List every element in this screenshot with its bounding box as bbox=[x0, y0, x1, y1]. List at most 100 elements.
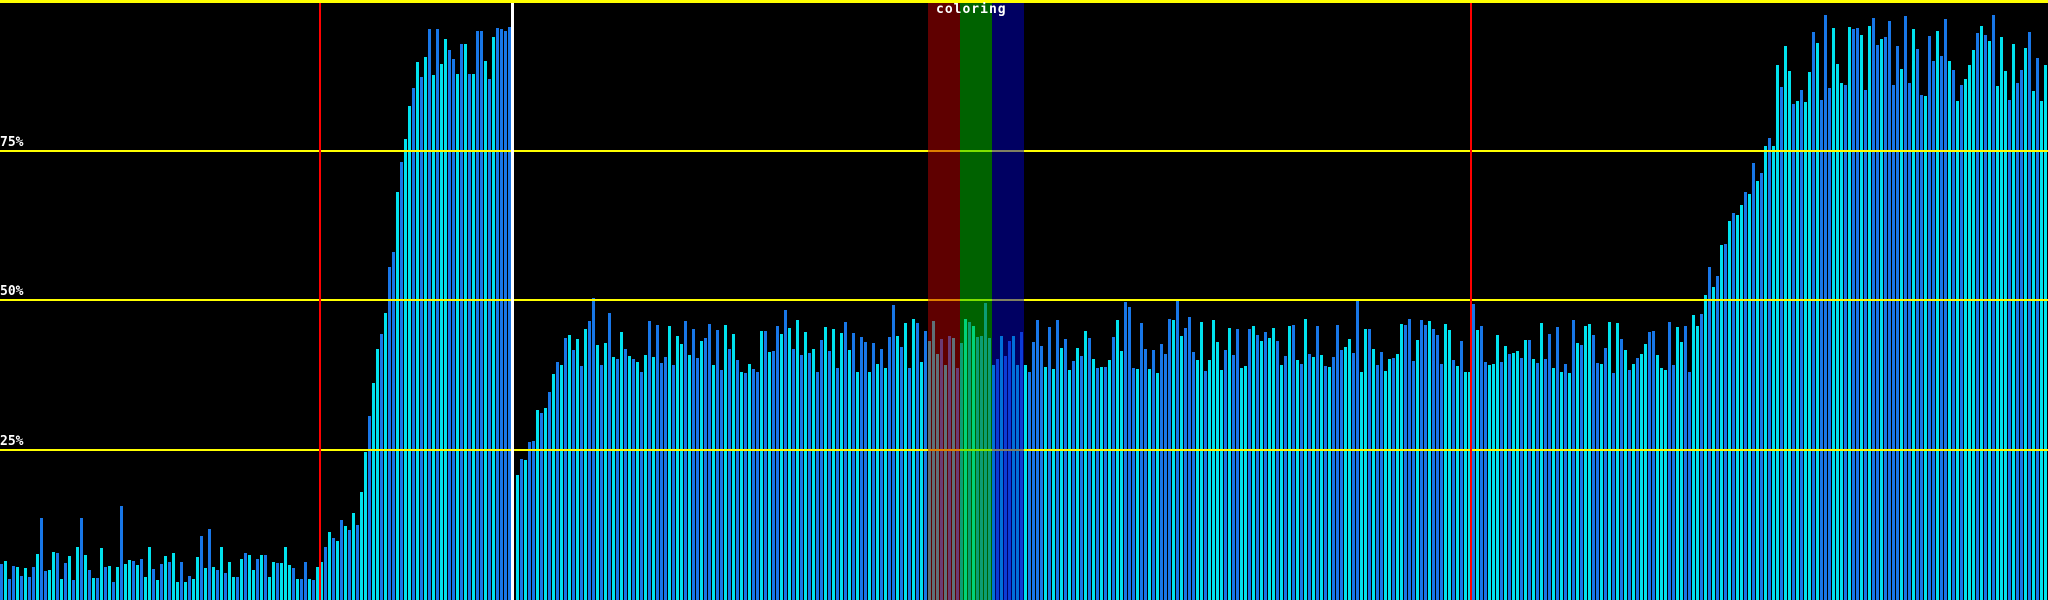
bar bbox=[1944, 19, 1947, 600]
bar bbox=[332, 538, 335, 600]
bar bbox=[612, 357, 615, 600]
bar bbox=[476, 31, 479, 600]
bar bbox=[504, 31, 507, 600]
bar bbox=[156, 580, 159, 600]
bar bbox=[1276, 341, 1279, 600]
bar bbox=[1412, 361, 1415, 600]
bar bbox=[560, 365, 563, 600]
bar bbox=[1324, 366, 1327, 600]
bar bbox=[256, 559, 259, 600]
bar bbox=[288, 565, 291, 600]
bar bbox=[696, 358, 699, 600]
bar bbox=[1992, 15, 1995, 600]
bar bbox=[44, 571, 47, 600]
bar bbox=[1820, 100, 1823, 600]
bar bbox=[340, 520, 343, 600]
bar bbox=[1052, 369, 1055, 600]
bar bbox=[1364, 329, 1367, 600]
bar bbox=[2024, 48, 2027, 600]
gridline-25 bbox=[0, 449, 2048, 451]
bar bbox=[220, 547, 223, 600]
bar bbox=[1700, 314, 1703, 600]
bar bbox=[900, 347, 903, 600]
bar bbox=[1400, 324, 1403, 600]
bar bbox=[1752, 163, 1755, 600]
bar bbox=[84, 555, 87, 600]
bar bbox=[1092, 359, 1095, 600]
bar bbox=[1312, 357, 1315, 600]
bar bbox=[1852, 29, 1855, 600]
bar bbox=[1200, 322, 1203, 600]
bar bbox=[1812, 32, 1815, 600]
bar bbox=[1272, 328, 1275, 600]
bar bbox=[28, 577, 31, 600]
bar bbox=[1228, 328, 1231, 600]
bar bbox=[1640, 354, 1643, 600]
bar bbox=[2028, 32, 2031, 600]
bar bbox=[368, 416, 371, 600]
green-band bbox=[960, 3, 992, 600]
bar bbox=[1416, 340, 1419, 600]
bar bbox=[1220, 370, 1223, 600]
bar bbox=[824, 327, 827, 600]
bar bbox=[1156, 373, 1159, 600]
bar bbox=[772, 351, 775, 600]
bar bbox=[1664, 370, 1667, 600]
bar bbox=[1688, 372, 1691, 600]
bar bbox=[1732, 213, 1735, 600]
bar bbox=[76, 547, 79, 600]
bar bbox=[216, 570, 219, 600]
bar bbox=[1696, 326, 1699, 600]
bar bbox=[720, 370, 723, 600]
bar bbox=[1160, 344, 1163, 600]
bar bbox=[920, 362, 923, 600]
bar bbox=[584, 329, 587, 600]
bar bbox=[840, 333, 843, 600]
bar bbox=[1768, 138, 1771, 600]
bar bbox=[676, 336, 679, 600]
bar bbox=[280, 563, 283, 600]
bar bbox=[704, 338, 707, 600]
bar bbox=[596, 345, 599, 600]
bar bbox=[168, 562, 171, 600]
bar bbox=[172, 553, 175, 600]
bar bbox=[416, 62, 419, 600]
bar bbox=[716, 330, 719, 600]
bar bbox=[1180, 336, 1183, 600]
bar bbox=[1980, 26, 1983, 600]
bar bbox=[1032, 342, 1035, 600]
bar bbox=[1804, 102, 1807, 600]
bar bbox=[468, 74, 471, 600]
bar bbox=[1896, 46, 1899, 600]
bar bbox=[1124, 302, 1127, 600]
bar bbox=[292, 568, 295, 600]
bar bbox=[152, 569, 155, 600]
bar bbox=[1248, 329, 1251, 600]
bar bbox=[1024, 365, 1027, 600]
bar bbox=[272, 562, 275, 600]
bar bbox=[1704, 295, 1707, 600]
bar bbox=[1204, 371, 1207, 600]
bar bbox=[1592, 335, 1595, 600]
bar bbox=[1120, 351, 1123, 600]
bar bbox=[444, 39, 447, 600]
bar bbox=[744, 373, 747, 600]
bar bbox=[1548, 334, 1551, 600]
bar bbox=[1212, 320, 1215, 600]
bar bbox=[1900, 69, 1903, 600]
bar bbox=[1936, 31, 1939, 600]
bar bbox=[1464, 372, 1467, 600]
red-marker-line-2 bbox=[1470, 3, 1472, 600]
bar bbox=[1776, 65, 1779, 600]
bar bbox=[440, 64, 443, 600]
bar bbox=[1556, 327, 1559, 600]
bar bbox=[756, 372, 759, 600]
blue-band bbox=[992, 3, 1024, 600]
bar bbox=[1856, 28, 1859, 600]
y-tick-label: 25% bbox=[0, 434, 24, 449]
bar bbox=[872, 343, 875, 600]
bar bbox=[1288, 326, 1291, 600]
bar bbox=[1764, 146, 1767, 600]
bar bbox=[552, 374, 555, 600]
bar bbox=[1096, 368, 1099, 600]
